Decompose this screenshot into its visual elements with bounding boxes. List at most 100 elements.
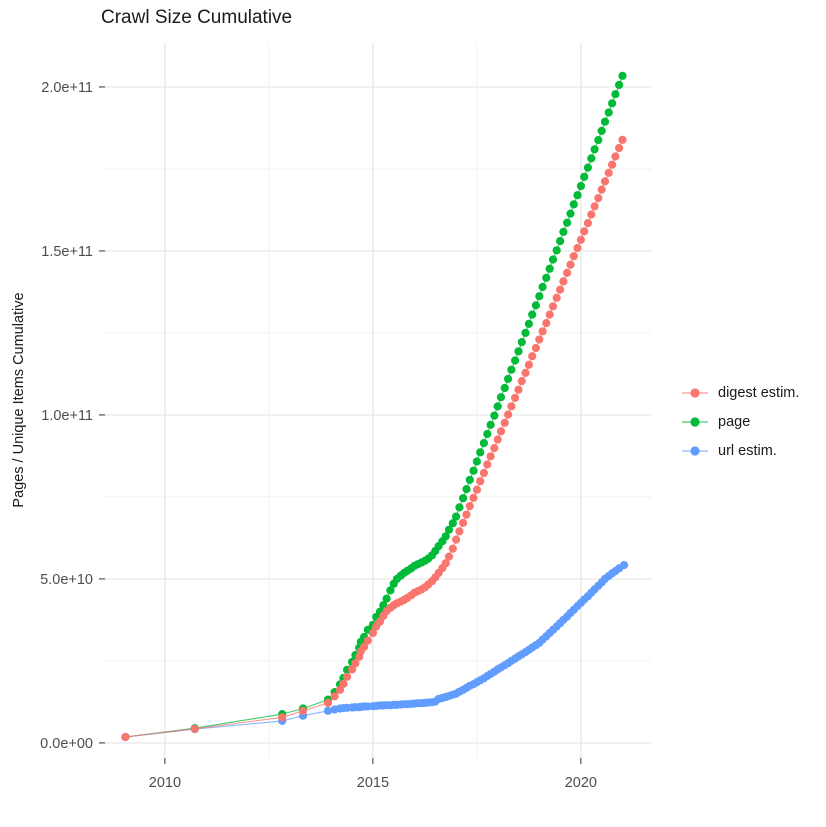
data-point-digest bbox=[363, 636, 372, 645]
data-point-digest bbox=[298, 706, 308, 715]
data-point-digest bbox=[535, 335, 544, 344]
data-point-digest bbox=[339, 679, 348, 689]
data-point-url bbox=[323, 706, 333, 715]
data-point-digest bbox=[556, 285, 565, 294]
data-point-page bbox=[479, 439, 488, 448]
data-point-digest bbox=[330, 692, 339, 701]
data-point-page bbox=[552, 246, 561, 255]
data-point-digest bbox=[472, 485, 481, 494]
data-point-page bbox=[576, 181, 586, 191]
data-point-page bbox=[486, 420, 495, 429]
y-tick-label: 5.0e+10 bbox=[40, 572, 93, 588]
data-point-digest bbox=[351, 659, 360, 668]
data-point-digest bbox=[528, 352, 537, 361]
data-point-digest bbox=[563, 268, 572, 277]
data-point-digest bbox=[573, 243, 582, 253]
data-point-page bbox=[528, 310, 537, 319]
data-point-digest bbox=[548, 302, 558, 311]
data-point-digest bbox=[531, 343, 541, 353]
data-point-page bbox=[459, 494, 468, 503]
legend-item-url: url estim. bbox=[681, 436, 799, 465]
data-point-page bbox=[514, 347, 523, 356]
data-point-page bbox=[444, 525, 454, 534]
data-point-digest bbox=[368, 628, 377, 638]
data-point-digest bbox=[455, 527, 464, 536]
chart-title: Crawl Size Cumulative bbox=[101, 7, 293, 28]
data-point-page bbox=[590, 145, 599, 154]
data-point-page bbox=[559, 227, 568, 236]
data-point-page bbox=[618, 71, 627, 80]
data-point-page bbox=[510, 356, 520, 365]
data-point-digest bbox=[476, 477, 485, 486]
data-point-digest bbox=[552, 293, 561, 302]
data-point-digest bbox=[504, 410, 513, 419]
data-point-digest bbox=[521, 368, 530, 377]
x-tick-label: 2010 bbox=[149, 775, 181, 791]
data-point-page bbox=[531, 301, 541, 310]
data-point-digest bbox=[479, 468, 488, 478]
data-point-page bbox=[455, 503, 464, 512]
data-point-page bbox=[604, 108, 613, 117]
data-point-digest bbox=[360, 642, 369, 651]
data-point-page bbox=[615, 80, 624, 90]
data-point-page bbox=[507, 365, 516, 374]
data-point-page bbox=[569, 200, 578, 209]
data-point-page bbox=[538, 282, 547, 292]
data-point-page bbox=[452, 512, 461, 521]
data-point-page bbox=[517, 338, 526, 347]
data-point-digest bbox=[190, 724, 199, 733]
data-point-page bbox=[566, 209, 575, 218]
data-point-page bbox=[594, 136, 603, 145]
data-point-page bbox=[583, 163, 593, 172]
data-point-page bbox=[535, 292, 544, 301]
series-line-digest bbox=[125, 139, 624, 738]
data-point-digest bbox=[608, 160, 617, 169]
data-point-page bbox=[556, 237, 565, 246]
data-point-page bbox=[524, 319, 534, 328]
data-point-page bbox=[548, 255, 558, 264]
legend-key-icon bbox=[682, 445, 708, 456]
data-point-page bbox=[493, 402, 502, 411]
y-tick-label: 1.0e+11 bbox=[41, 408, 93, 424]
data-point-digest bbox=[465, 502, 474, 511]
data-point-digest bbox=[542, 319, 551, 328]
legend-item-page: page bbox=[681, 407, 799, 436]
data-point-page bbox=[496, 393, 506, 402]
data-point-page bbox=[573, 191, 582, 200]
data-point-page bbox=[500, 383, 509, 393]
data-point-digest bbox=[500, 418, 509, 427]
data-point-digest bbox=[490, 444, 499, 453]
data-point-digest bbox=[121, 732, 130, 742]
x-tick-label: 2020 bbox=[565, 775, 597, 791]
legend-key-icon bbox=[682, 387, 708, 398]
data-point-page bbox=[386, 586, 395, 595]
data-point-page bbox=[462, 485, 471, 494]
data-point-digest bbox=[524, 360, 534, 369]
data-point-digest bbox=[496, 427, 506, 436]
data-point-page bbox=[465, 475, 474, 484]
y-axis-title: Pages / Unique Items Cumulative bbox=[11, 292, 27, 508]
series-line-url bbox=[125, 564, 625, 738]
data-point-digest bbox=[462, 510, 471, 519]
data-point-page bbox=[448, 519, 457, 528]
data-point-digest bbox=[278, 713, 287, 722]
data-point-digest bbox=[597, 185, 606, 194]
legend-item-digest: digest estim. bbox=[681, 378, 799, 407]
y-tick-label: 0.0e+00 bbox=[40, 736, 93, 752]
data-point-url bbox=[620, 561, 629, 570]
data-point-page bbox=[611, 90, 620, 99]
data-point-digest bbox=[545, 310, 554, 319]
data-point-digest bbox=[559, 277, 568, 286]
data-point-page bbox=[504, 374, 513, 383]
legend-label: digest estim. bbox=[718, 384, 800, 401]
data-point-digest bbox=[587, 210, 596, 219]
y-tick-label: 1.5e+11 bbox=[41, 244, 93, 260]
data-point-page bbox=[542, 273, 551, 282]
data-point-digest bbox=[517, 377, 526, 386]
data-point-page bbox=[597, 126, 606, 135]
data-point-digest bbox=[444, 552, 454, 561]
data-point-page bbox=[608, 99, 617, 108]
data-point-page bbox=[587, 154, 596, 163]
